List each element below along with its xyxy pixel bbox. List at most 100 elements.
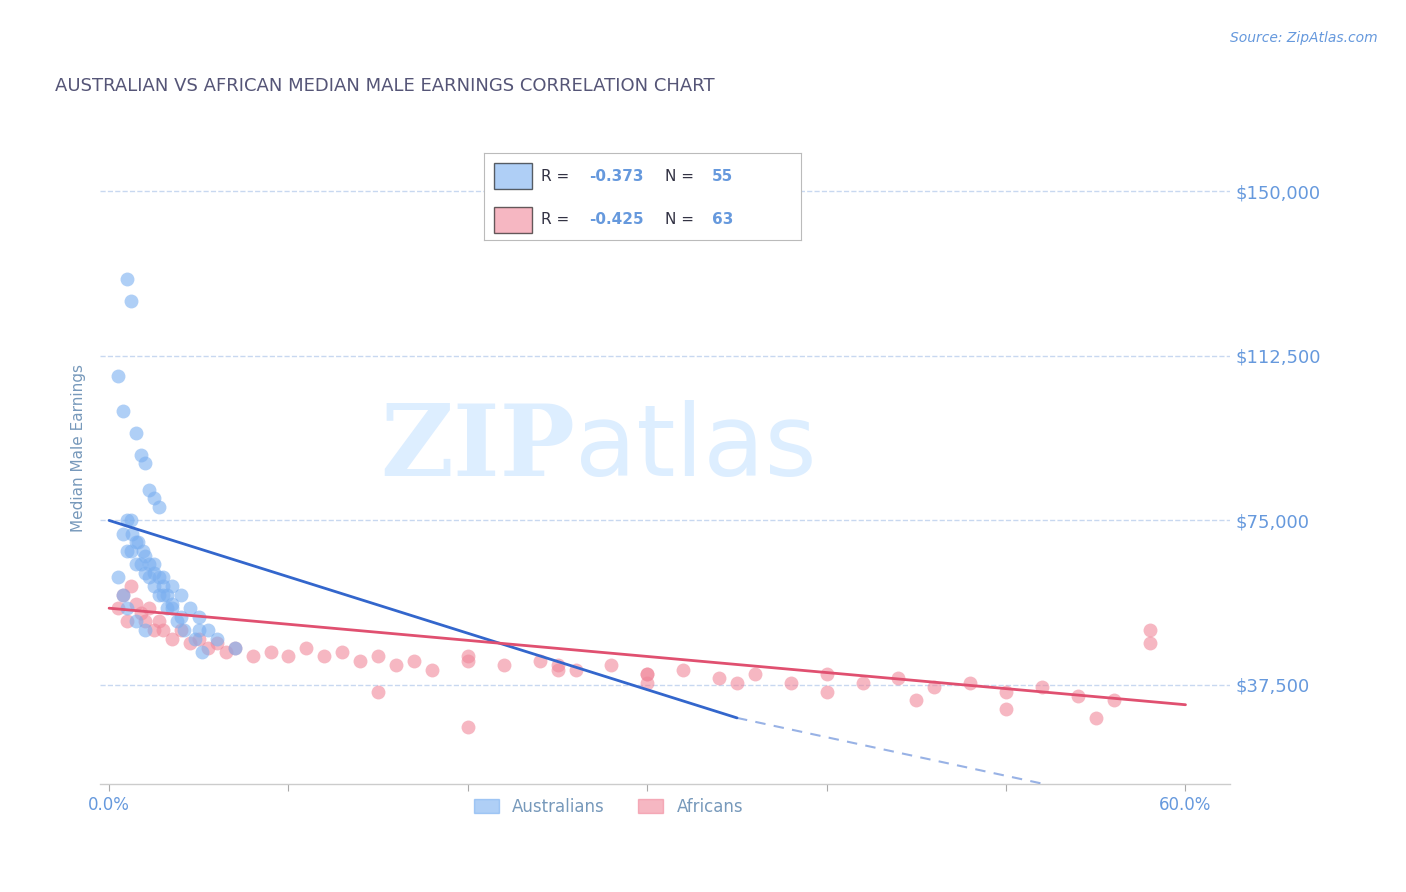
Point: [132, 544, 155, 558]
Point: [115, 601, 138, 615]
Point: [330, 645, 353, 659]
Point: [120, 513, 142, 527]
Point: [197, 623, 219, 637]
Point: [148, 588, 170, 602]
Point: [170, 623, 193, 637]
Point: [224, 640, 246, 655]
Point: [187, 623, 209, 637]
Point: [138, 570, 160, 584]
Point: [636, 675, 658, 690]
Point: [170, 588, 193, 602]
Point: [134, 623, 156, 637]
Point: [112, 403, 135, 417]
Point: [1067, 689, 1090, 703]
Point: [457, 720, 479, 734]
Point: [115, 272, 138, 286]
Point: [152, 570, 174, 584]
Point: [166, 615, 188, 629]
Point: [155, 588, 177, 602]
Point: [295, 640, 318, 655]
Point: [173, 623, 195, 637]
Point: [995, 702, 1018, 716]
Point: [134, 456, 156, 470]
Point: [259, 645, 281, 659]
Point: [160, 597, 183, 611]
Point: [529, 654, 551, 668]
Point: [547, 663, 569, 677]
Point: [125, 425, 148, 440]
Point: [349, 654, 371, 668]
Point: [148, 615, 170, 629]
Point: [125, 597, 148, 611]
Point: [367, 684, 389, 698]
Point: [170, 610, 193, 624]
Text: AUSTRALIAN VS AFRICAN MEDIAN MALE EARNINGS CORRELATION CHART: AUSTRALIAN VS AFRICAN MEDIAN MALE EARNIN…: [55, 78, 714, 95]
Point: [127, 535, 149, 549]
Point: [636, 667, 658, 681]
Point: [138, 558, 160, 572]
Point: [815, 667, 838, 681]
Point: [131, 558, 153, 572]
Point: [115, 513, 138, 527]
Point: [905, 693, 928, 707]
Point: [636, 667, 658, 681]
Point: [120, 293, 142, 308]
Point: [112, 588, 135, 602]
Point: [120, 579, 142, 593]
Point: [142, 579, 165, 593]
Point: [107, 368, 129, 383]
Point: [242, 649, 264, 664]
Point: [187, 610, 209, 624]
Point: [1139, 636, 1161, 650]
Point: [457, 654, 479, 668]
Point: [148, 500, 170, 515]
Point: [112, 526, 135, 541]
Point: [744, 667, 766, 681]
Point: [959, 675, 981, 690]
Point: [142, 491, 165, 506]
Point: [134, 566, 156, 580]
Point: [179, 636, 201, 650]
Point: [420, 663, 443, 677]
Point: [115, 615, 138, 629]
Point: [564, 663, 586, 677]
Point: [367, 649, 389, 664]
Point: [314, 649, 336, 664]
Point: [277, 649, 299, 664]
Point: [134, 549, 156, 563]
Point: [142, 558, 165, 572]
Point: [1139, 623, 1161, 637]
Point: [887, 672, 910, 686]
Point: [138, 483, 160, 497]
Point: [851, 675, 873, 690]
Text: Source: ZipAtlas.com: Source: ZipAtlas.com: [1230, 31, 1378, 45]
Point: [191, 645, 214, 659]
Legend: Australians, Africans: Australians, Africans: [467, 791, 749, 822]
Point: [924, 680, 946, 694]
Point: [215, 645, 238, 659]
Point: [107, 570, 129, 584]
Point: [492, 658, 515, 673]
Point: [152, 588, 174, 602]
Point: [107, 601, 129, 615]
Point: [134, 615, 156, 629]
Point: [148, 570, 170, 584]
Point: [125, 535, 148, 549]
Point: [205, 636, 228, 650]
Point: [112, 588, 135, 602]
Point: [547, 658, 569, 673]
Point: [725, 675, 748, 690]
Point: [160, 632, 183, 646]
Point: [138, 601, 160, 615]
Point: [121, 526, 143, 541]
Point: [815, 684, 838, 698]
Point: [131, 448, 153, 462]
Point: [457, 649, 479, 664]
Point: [131, 606, 153, 620]
Point: [152, 579, 174, 593]
Point: [125, 558, 148, 572]
Point: [160, 579, 183, 593]
Point: [115, 544, 138, 558]
Point: [672, 663, 695, 677]
Point: [600, 658, 623, 673]
